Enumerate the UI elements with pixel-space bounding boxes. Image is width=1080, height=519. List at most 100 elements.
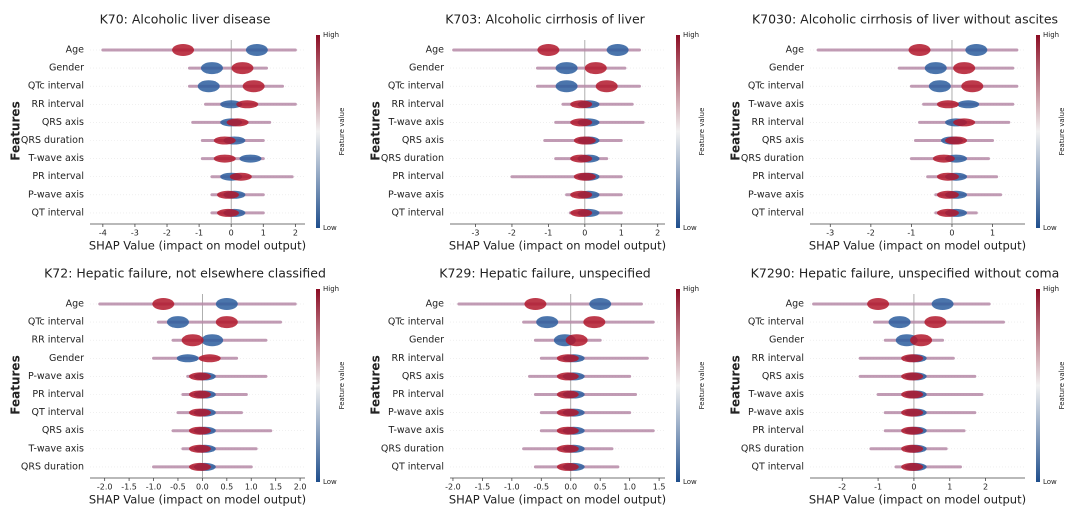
feature-label: QTc interval bbox=[748, 317, 804, 328]
high-cluster bbox=[901, 372, 924, 381]
high-cluster bbox=[565, 334, 588, 347]
feature-label: QRS axis bbox=[762, 371, 804, 382]
feature-label: QRS duration bbox=[381, 443, 444, 454]
low-cluster bbox=[215, 298, 238, 310]
subplot: K7030: Alcoholic cirrhosis of liver with… bbox=[729, 12, 1067, 253]
feature-label: QTc interval bbox=[28, 317, 84, 328]
x-tick-label: 1.5 bbox=[653, 483, 666, 492]
x-axis-label: SHAP Value (impact on model output) bbox=[89, 493, 306, 507]
low-cluster bbox=[536, 316, 559, 329]
low-cluster bbox=[239, 154, 262, 163]
feature-label: P-wave axis bbox=[748, 189, 804, 200]
high-cluster bbox=[188, 408, 211, 417]
high-cluster bbox=[901, 444, 924, 453]
colorbar bbox=[316, 289, 320, 482]
low-cluster bbox=[589, 298, 612, 310]
feature-label: RR interval bbox=[32, 335, 84, 346]
low-cluster bbox=[965, 44, 988, 56]
x-tick-label: -1 bbox=[195, 229, 203, 238]
x-tick-label: -4 bbox=[99, 229, 107, 238]
x-axis-label: SHAP Value (impact on model output) bbox=[449, 493, 666, 507]
high-cluster bbox=[573, 172, 596, 181]
feature-label: T-wave axis bbox=[28, 443, 85, 454]
feature-label: QRS duration bbox=[21, 135, 84, 146]
x-tick-label: 1.0 bbox=[623, 483, 636, 492]
high-cluster bbox=[570, 118, 593, 127]
feature-label: Age bbox=[786, 45, 805, 56]
high-cluster bbox=[953, 118, 976, 127]
feature-label: Gender bbox=[769, 335, 804, 346]
feature-label: QRS duration bbox=[21, 461, 84, 472]
colorbar-label: Feature value bbox=[698, 362, 706, 410]
high-cluster bbox=[152, 298, 175, 310]
feature-label: QTc interval bbox=[388, 317, 444, 328]
colorbar-high: High bbox=[683, 285, 699, 293]
y-axis-label: Features bbox=[9, 355, 23, 414]
feature-label: P-wave axis bbox=[28, 371, 84, 382]
low-cluster bbox=[200, 62, 223, 75]
feature-label: Age bbox=[426, 299, 445, 310]
chart-title: K7290: Hepatic failure, unspecified with… bbox=[751, 266, 1060, 281]
colorbar-label: Feature value bbox=[338, 362, 346, 410]
feature-label: PR interval bbox=[752, 425, 804, 436]
feature-label: QT interval bbox=[751, 461, 804, 472]
colorbar-high: High bbox=[323, 285, 339, 293]
high-cluster bbox=[570, 154, 593, 163]
x-axis-label: SHAP Value (impact on model output) bbox=[89, 239, 306, 253]
feature-label: QT interval bbox=[31, 407, 84, 418]
x-tick-label: 0 bbox=[949, 229, 954, 238]
high-cluster bbox=[236, 100, 259, 109]
feature-label: QRS axis bbox=[762, 135, 804, 146]
high-cluster bbox=[188, 390, 211, 399]
x-tick-label: -3 bbox=[826, 229, 834, 238]
feature-label: Age bbox=[66, 45, 85, 56]
feature-label: P-wave axis bbox=[28, 189, 84, 200]
high-cluster bbox=[595, 80, 618, 93]
feature-label: QT interval bbox=[391, 207, 444, 218]
y-axis-label: Features bbox=[369, 355, 383, 414]
low-cluster bbox=[245, 44, 268, 56]
x-tick-label: -3 bbox=[131, 229, 139, 238]
feature-label: Gender bbox=[49, 63, 84, 74]
feature-label: QRS duration bbox=[381, 153, 444, 164]
high-cluster bbox=[181, 334, 204, 347]
chart-title: K70: Alcoholic liver disease bbox=[100, 12, 271, 27]
high-cluster bbox=[198, 354, 221, 363]
x-tick-label: 1.0 bbox=[245, 483, 258, 492]
high-cluster bbox=[556, 426, 579, 435]
high-cluster bbox=[172, 44, 195, 56]
colorbar-high: High bbox=[323, 31, 339, 39]
colorbar-low: Low bbox=[323, 478, 337, 486]
x-axis-label: SHAP Value (impact on model output) bbox=[809, 493, 1026, 507]
feature-label: PR interval bbox=[392, 389, 444, 400]
high-cluster bbox=[570, 100, 593, 109]
low-cluster bbox=[928, 80, 951, 93]
colorbar-low: Low bbox=[323, 224, 337, 232]
chart-title: K703: Alcoholic cirrhosis of liver bbox=[445, 12, 645, 27]
x-tick-label: -1 bbox=[874, 483, 882, 492]
x-tick-label: 1 bbox=[990, 229, 995, 238]
feature-label: RR interval bbox=[392, 353, 444, 364]
colorbar bbox=[676, 289, 680, 482]
x-tick-label: 0.0 bbox=[564, 483, 577, 492]
feature-label: PR interval bbox=[752, 171, 804, 182]
feature-label: QRS axis bbox=[42, 425, 84, 436]
x-tick-label: -1.5 bbox=[121, 483, 137, 492]
feature-label: QRS duration bbox=[741, 443, 804, 454]
feature-label: T-wave axis bbox=[388, 425, 445, 436]
high-cluster bbox=[556, 444, 579, 453]
x-tick-label: -3 bbox=[472, 229, 480, 238]
y-axis-label: Features bbox=[9, 101, 23, 160]
colorbar-label: Feature value bbox=[338, 108, 346, 156]
high-cluster bbox=[932, 154, 955, 163]
colorbar bbox=[1036, 35, 1040, 228]
x-tick-label: -1 bbox=[544, 229, 552, 238]
high-cluster bbox=[901, 354, 924, 363]
high-cluster bbox=[867, 298, 890, 310]
feature-label: RR interval bbox=[32, 99, 84, 110]
feature-label: Gender bbox=[409, 335, 444, 346]
colorbar bbox=[316, 35, 320, 228]
feature-label: QTc interval bbox=[748, 81, 804, 92]
x-tick-label: 0.0 bbox=[196, 483, 209, 492]
high-cluster bbox=[524, 298, 547, 310]
